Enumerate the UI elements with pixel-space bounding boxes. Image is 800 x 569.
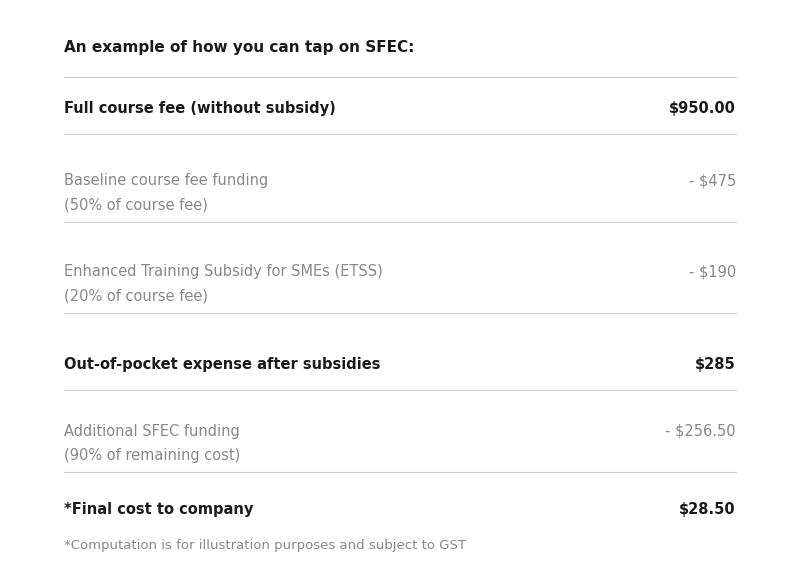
Text: - $256.50: - $256.50 (666, 424, 736, 439)
Text: (20% of course fee): (20% of course fee) (64, 288, 208, 303)
Text: (50% of course fee): (50% of course fee) (64, 197, 208, 212)
Text: An example of how you can tap on SFEC:: An example of how you can tap on SFEC: (64, 40, 414, 55)
Text: $285: $285 (695, 357, 736, 372)
Text: (90% of remaining cost): (90% of remaining cost) (64, 448, 240, 463)
Text: - $190: - $190 (689, 265, 736, 279)
Text: Enhanced Training Subsidy for SMEs (ETSS): Enhanced Training Subsidy for SMEs (ETSS… (64, 265, 382, 279)
Text: Out-of-pocket expense after subsidies: Out-of-pocket expense after subsidies (64, 357, 381, 372)
Text: *Final cost to company: *Final cost to company (64, 502, 254, 517)
Text: $950.00: $950.00 (669, 101, 736, 116)
Text: Baseline course fee funding: Baseline course fee funding (64, 174, 268, 188)
Text: Full course fee (without subsidy): Full course fee (without subsidy) (64, 101, 336, 116)
Text: - $475: - $475 (689, 174, 736, 188)
Text: Additional SFEC funding: Additional SFEC funding (64, 424, 240, 439)
Text: $28.50: $28.50 (679, 502, 736, 517)
Text: *Computation is for illustration purposes and subject to GST: *Computation is for illustration purpose… (64, 539, 466, 552)
